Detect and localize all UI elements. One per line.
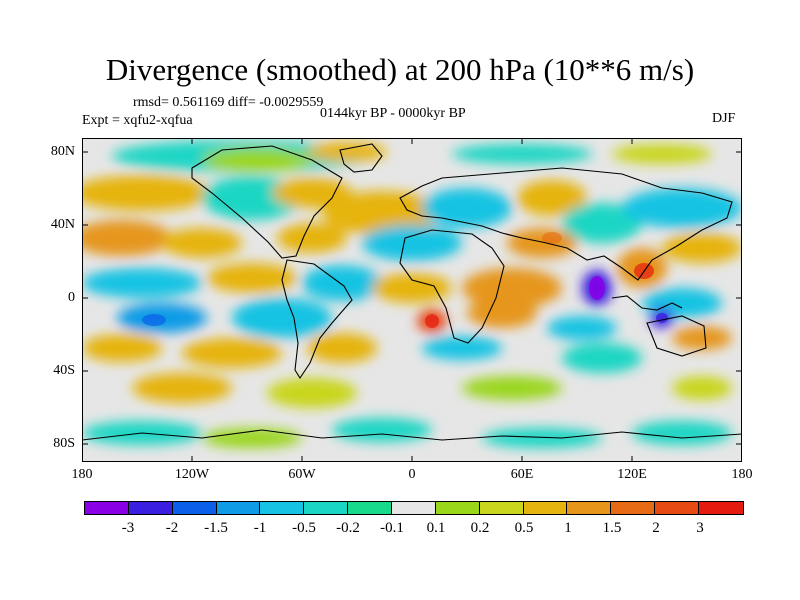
- colorbar-box: [479, 502, 524, 514]
- lon-label-180w: 180: [71, 467, 93, 482]
- colorbar-label: 0.5: [514, 520, 534, 536]
- map-canvas: [82, 138, 742, 462]
- colorbar-box: [611, 502, 656, 514]
- colorbar-box: [567, 502, 612, 514]
- colorbar-label: -2: [165, 520, 179, 536]
- colorbar-label: 0.2: [470, 520, 490, 536]
- colorbar: [84, 501, 744, 515]
- lon-label-120w: 120W: [174, 467, 210, 482]
- lat-label-80n: 80N: [50, 144, 75, 159]
- colorbar-label: 3: [696, 520, 704, 536]
- colorbar-label: -0.2: [336, 520, 360, 536]
- colorbar-box: [216, 502, 261, 514]
- colorbar-box: [392, 502, 436, 514]
- lon-label-180e: 180: [731, 467, 753, 482]
- lat-label-80s: 80S: [53, 436, 75, 451]
- lon-label-120e: 120E: [617, 467, 647, 482]
- colorbar-box: [655, 502, 700, 514]
- experiment-label: Expt = xqfu2-xqfua: [82, 113, 193, 128]
- lat-label-40n: 40N: [50, 217, 75, 232]
- colorbar-label: -1: [253, 520, 267, 536]
- colorbar-label: 1.5: [602, 520, 622, 536]
- colorbar-box: [85, 502, 129, 514]
- season-label: DJF: [712, 111, 736, 126]
- lat-label-0: 0: [68, 290, 75, 305]
- colorbar-box: [128, 502, 173, 514]
- colorbar-label: 0.1: [426, 520, 446, 536]
- colorbar-box: [172, 502, 217, 514]
- colorbar-label: 1: [564, 520, 572, 536]
- field-shading: [82, 140, 742, 448]
- coastlines: [82, 143, 742, 441]
- colorbar-box: [348, 502, 393, 514]
- lon-label-60w: 60W: [288, 467, 316, 482]
- lat-label-40s: 40S: [53, 363, 75, 378]
- field-cores: [142, 232, 668, 328]
- stats-label: rmsd= 0.561169 diff= -0.0029559: [133, 95, 324, 110]
- lon-label-0: 0: [408, 467, 416, 482]
- period-label: 0144kyr BP - 0000kyr BP: [320, 106, 466, 121]
- lon-label-60e: 60E: [510, 467, 534, 482]
- colorbar-label: -1.5: [204, 520, 228, 536]
- colorbar-label: -0.5: [292, 520, 316, 536]
- axis-ticks: [82, 138, 742, 462]
- colorbar-box: [435, 502, 480, 514]
- colorbar-label: 2: [652, 520, 660, 536]
- divergence-map: [82, 138, 742, 462]
- colorbar-box: [523, 502, 568, 514]
- colorbar-box: [304, 502, 349, 514]
- colorbar-label: -0.1: [380, 520, 404, 536]
- colorbar-box: [260, 502, 305, 514]
- colorbar-box: [699, 502, 743, 514]
- colorbar-label: -3: [121, 520, 135, 536]
- plot-title: Divergence (smoothed) at 200 hPa (10**6 …: [105, 52, 695, 87]
